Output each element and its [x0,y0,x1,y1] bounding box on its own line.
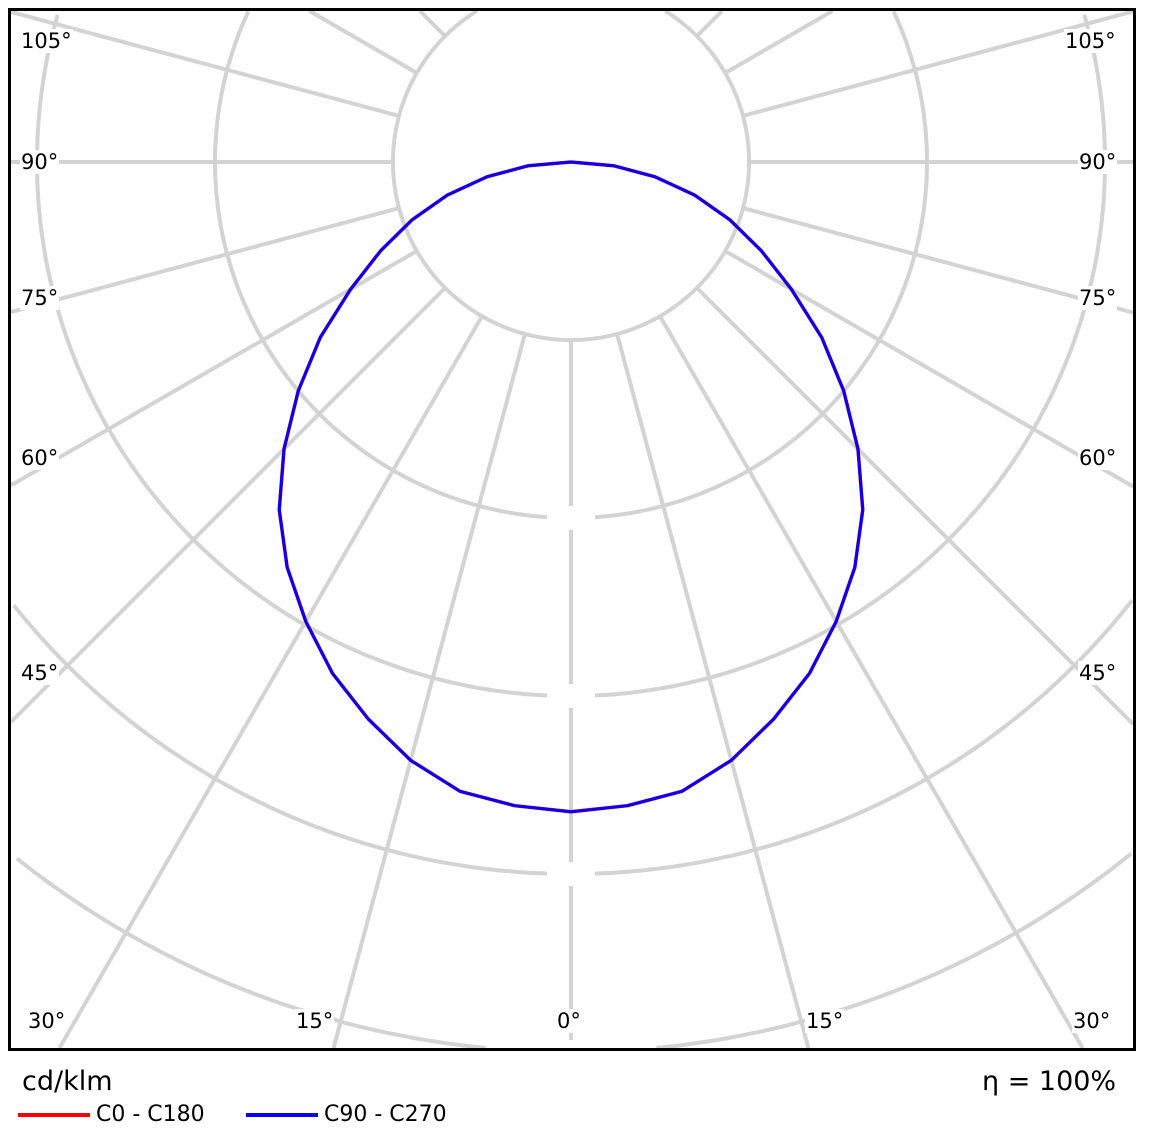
series-curve-c90-c270 [277,160,865,814]
grid-spoke [10,206,400,314]
angle-label-bottom-30-right: 30° [1072,1009,1112,1033]
angle-label-left-60: 60° [20,446,60,470]
grid-ring [571,599,1134,876]
angle-label-right-45: 45° [1078,661,1118,685]
angle-label-bottom-15-left: 15° [295,1009,335,1033]
unit-label: cd/klm [22,1066,113,1097]
grid-spoke [658,315,1085,1050]
grid-ring [12,603,571,876]
efficiency-label: η = 100% [982,1066,1117,1097]
legend-item-c90-c270: C90 - C270 [246,1102,447,1128]
grid-spoke [724,9,834,75]
grid-spoke [742,206,1134,315]
legend-swatch-blue [246,1113,318,1117]
angle-label-left-105: 105° [20,29,73,53]
legend-label: C0 - C180 [96,1102,205,1127]
grid-spoke [615,333,811,1049]
angle-label-right-105: 105° [1064,29,1117,53]
angle-label-left-75: 75° [20,286,60,310]
grid-spoke [724,249,1135,489]
legend-label: C90 - C270 [324,1102,447,1127]
grid-spoke [695,9,724,38]
angle-label-bottom-30-left: 30° [27,1009,67,1033]
ring-value-box [547,684,595,708]
legend-item-c0-c180: C0 - C180 [18,1102,205,1128]
grid-ring [656,852,1133,1050]
chart-frame [8,8,1136,1051]
grid-ring [35,14,571,698]
grid-ring [15,856,486,1050]
angle-label-right-90: 90° [1078,150,1118,174]
angle-label-left-45: 45° [20,661,60,685]
inner-circle [395,0,747,338]
ring-value-box [547,506,595,530]
grid-spoke [9,286,447,724]
angle-label-left-90: 90° [20,150,60,174]
angle-label-right-60: 60° [1078,446,1118,470]
grid-ring [213,10,571,520]
grid-ring [391,9,571,342]
grid-spoke [308,9,418,75]
angle-label-bottom-0: 0° [556,1009,582,1033]
grid-ring [571,14,1107,698]
ring-value-box [547,1040,595,1064]
grid-spoke [9,249,418,488]
angle-label-bottom-15-right: 15° [805,1009,845,1033]
grid-ring [571,10,929,520]
grid-spoke [57,315,484,1050]
grid-spoke [331,333,527,1049]
grid-spoke [742,9,1134,118]
grid-spoke [695,286,1135,726]
angle-label-right-75: 75° [1078,286,1118,310]
grid-ring [571,9,751,342]
grid-spoke [418,9,447,38]
ring-value-box [547,862,595,886]
grid-spoke [10,10,400,118]
legend-swatch-red [18,1113,90,1117]
